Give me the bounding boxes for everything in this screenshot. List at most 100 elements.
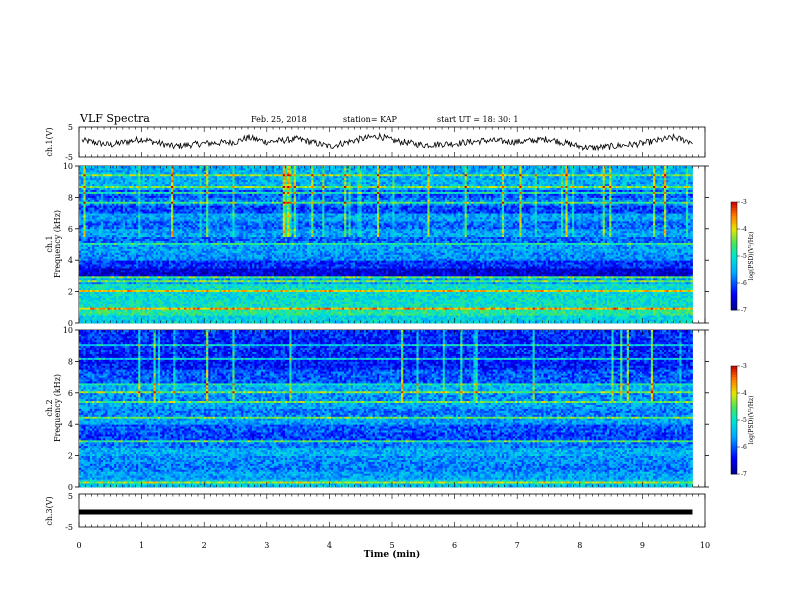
ch1-spectrogram-cell [528,311,531,314]
ch1-spectrogram-cell [541,313,544,316]
ch1-spectrogram-cell [278,315,281,318]
ch1-spectrogram-cell [333,309,336,312]
ch1-spectrogram-cell [405,313,409,316]
ch1-spectrogram-cell [289,317,292,320]
ch1-spectrogram-cell [131,309,135,312]
ch1-spectrogram-cell [635,317,639,320]
ch1-spectrogram-cell [94,311,97,314]
ch1-spectrogram-cell [602,311,606,314]
ch1-spectrogram-cell [460,313,463,316]
ch1-spectrogram-cell [234,313,238,316]
ch1-spectrogram-cell [574,321,577,324]
ch1-spectrogram-cell [490,307,494,310]
ch1-spectrogram-cell [245,321,249,324]
ch1-spectrogram-cell [326,317,330,320]
ch1-spectrogram-cell [252,319,255,322]
ch1-spectrogram-cell [685,309,689,312]
ch1-spectrogram-cell [227,315,231,318]
ch1-ytick-top: 5 [68,123,73,132]
ch1-spectrogram-cell [585,319,588,322]
ch1-spectrogram-cell [186,317,189,320]
ch1-spectrogram-cell [508,307,512,310]
ch1-spectrogram-cell [532,313,536,316]
ch1-spectrogram-cell [394,321,398,324]
ch1-spectrogram-cell [328,307,332,310]
ch1-spectrogram-cell [539,309,542,312]
ch1-spectrogram-cell [613,309,617,312]
ch1-spectrogram-cell [578,313,582,316]
ch1-spectrogram-cell [230,307,233,310]
ch1-spectrogram-cell [525,313,529,316]
ch1-spectrogram-cell [398,317,402,320]
ch1-spectrogram-cell [519,317,522,320]
ch1-spectrogram-cell [648,309,652,312]
ch1-spectrogram-cell [282,309,286,312]
ch1-spectrogram-cell [100,309,104,312]
ch1-spectrogram-cell [556,311,560,314]
ch1-spectrogram-cell [525,311,529,314]
ch1-spectrogram-cell [484,309,487,312]
ch1-spectrogram-cell [232,319,235,322]
ch1-spectrogram-cell [179,315,183,318]
ch1-spectrogram-cell [617,317,621,320]
ch1-spectrogram-cell [236,309,240,312]
ch1-spectrogram-cell [282,321,286,324]
ch1-spectrogram-cell [604,311,608,314]
ch1-spectrogram-cell [190,313,194,316]
ch1-spectrogram-cell [265,315,268,318]
ch1-spectrogram-cell [247,313,251,316]
ch1-spectrogram-cell [501,315,505,318]
ch1-spectrogram-cell [192,317,196,320]
ch1-spectrogram-cell [107,309,111,312]
ch1-spectrogram-cell [206,313,209,316]
ch1-spectrogram-cell [162,307,165,310]
ch1-spectrogram-cell [306,313,310,316]
ch1-spectrogram-cell [208,307,211,310]
ch1-spectrogram-cell [238,307,242,310]
ch1-spectrogram-cell [642,311,645,314]
ch1-spectrogram-cell [243,311,246,314]
ch1-spectrogram-cell [451,317,455,320]
ch1-spectrogram-cell [322,311,325,314]
ch1-spectrogram-cell [455,311,459,314]
ch1-spectrogram-cell [214,319,218,322]
ch1-spectrogram-cell [508,321,512,324]
ch1-spectrogram-cell [455,319,459,322]
ch1-spectrogram-cell [648,319,652,322]
ch1-spectrogram-cell [227,309,231,312]
ch1-spectrogram-cell [385,313,389,316]
ch1-spectrogram-cell [506,317,509,320]
ch1-spectrogram-cell [683,321,687,324]
ch1-spectrogram-cell [217,315,220,318]
ch1-spectrogram-cell [398,307,402,310]
ch1-spectrogram-cell [131,307,135,310]
ch1-spectrogram-cell [582,317,586,320]
ch1-spectrogram-cell [444,319,448,322]
ch1-spectrogram-cell [276,311,279,314]
ch1-spectrogram-cell [558,307,562,310]
ch1-spectrogram-cell [155,317,159,320]
ch1-spectrogram-cell [598,317,601,320]
ch1-spectrogram-cell [458,307,461,310]
ch1-spectrogram-cell [484,315,487,318]
ch1-spectrogram-cell [563,315,566,318]
ch1-spectrogram-cell [495,307,498,310]
ch1-spectrogram-cell [230,317,233,320]
ch1-spectrogram-cell [359,319,363,322]
ch1-spectrogram-cell [646,309,650,312]
ch1-spectrogram-cell [243,317,246,320]
ch1-spectrogram-cell [677,317,680,320]
ch1-spectrogram-cell [223,313,227,316]
ch1-spectrogram-cell [125,321,128,324]
ch1-spectrogram-cell [376,315,380,318]
ch1-spectrogram-cell [390,317,393,320]
ch1-spectrogram-cell [173,309,176,312]
ch1-spectrogram-cell [247,319,251,322]
ch1-spectrogram-cell [355,315,358,318]
ch1-spectrogram-cell [670,321,674,324]
ch1-spectrogram-cell [160,315,163,318]
ch1-spectrogram-cell [81,307,84,310]
ch1-spectrogram-cell [499,319,503,322]
ch1-spectrogram-cell [350,319,354,322]
ch1-spectrogram-cell [221,317,225,320]
